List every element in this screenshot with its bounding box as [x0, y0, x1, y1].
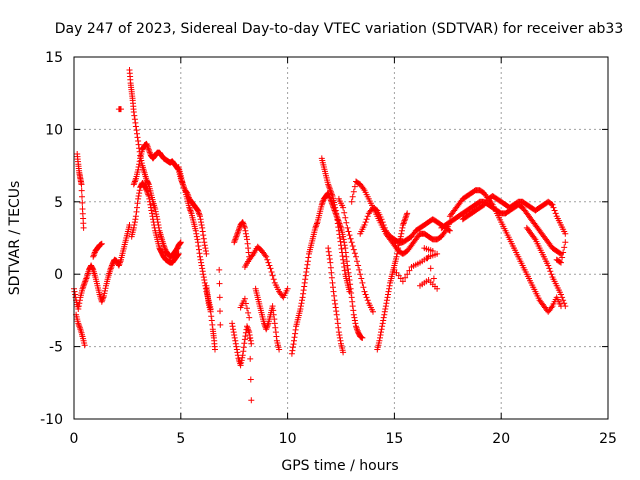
y-tick-label: 15	[45, 50, 63, 66]
y-axis-label: SDTVAR / TECUs	[7, 181, 23, 296]
y-tick-label: 10	[45, 122, 63, 138]
x-tick-label: 5	[176, 431, 185, 447]
y-tick-labels: -10 -5 0 5 10 15	[40, 50, 63, 428]
y-tick-label: 0	[54, 267, 63, 283]
x-tick-labels: 0 5 10 15 20 25	[70, 431, 617, 447]
axis-ticks	[73, 56, 609, 420]
chart-title: Day 247 of 2023, Sidereal Day-to-day VTE…	[55, 21, 624, 37]
data-series-sdtvar	[71, 67, 569, 404]
y-tick-label: -10	[40, 412, 63, 428]
y-tick-label: -5	[49, 340, 63, 356]
plot-frame	[73, 56, 609, 420]
scatter-points	[71, 67, 569, 404]
x-axis-label: GPS time / hours	[281, 458, 398, 474]
x-tick-label: 0	[70, 431, 79, 447]
x-tick-label: 15	[385, 431, 403, 447]
y-tick-label: 5	[54, 195, 63, 211]
x-tick-label: 25	[599, 431, 617, 447]
x-tick-label: 20	[492, 431, 510, 447]
x-tick-label: 10	[279, 431, 297, 447]
